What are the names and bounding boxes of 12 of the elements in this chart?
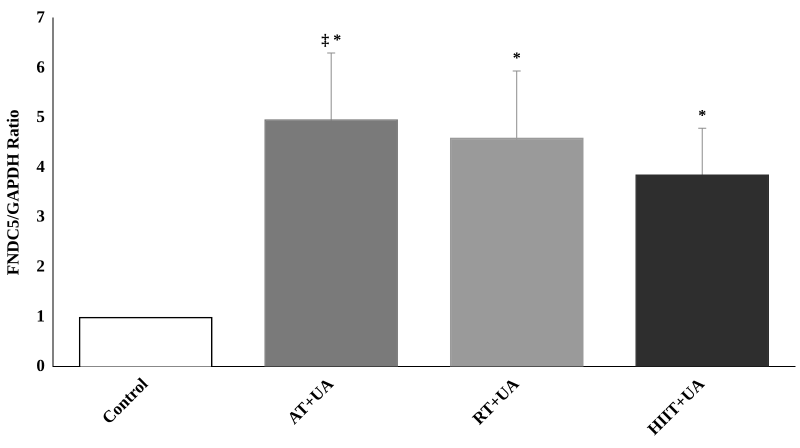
- y-axis-title: FNDC5/GAPDH Ratio: [4, 110, 23, 276]
- y-tick-label: 5: [36, 107, 45, 126]
- y-tick-label: 7: [36, 8, 46, 27]
- y-tick-label: 1: [36, 306, 45, 326]
- y-tick-label: 6: [36, 57, 45, 76]
- y-tick-label: 3: [36, 206, 45, 226]
- annotation: ‡ *: [321, 32, 342, 50]
- y-tick-label: 0: [36, 356, 45, 376]
- y-tick-label: 2: [36, 256, 45, 276]
- y-tick-label: 4: [36, 156, 46, 176]
- annotation: *: [512, 50, 521, 68]
- annotation: *: [698, 107, 706, 124]
